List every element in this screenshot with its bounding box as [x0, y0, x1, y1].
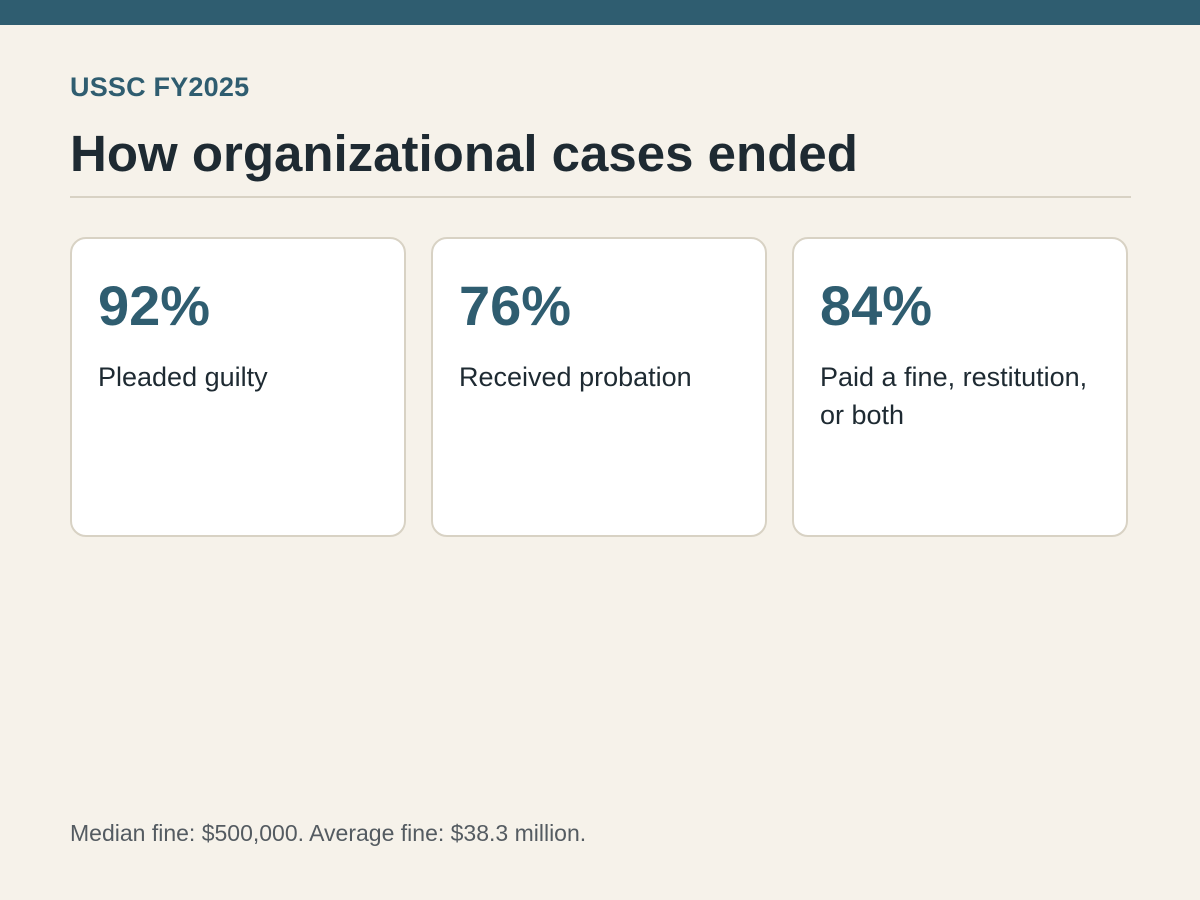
stat-value: 84% — [820, 274, 933, 337]
stat-card-pleaded-guilty: 92% Pleaded guilty — [70, 237, 406, 537]
stat-label: Paid a fine, restitution, or both — [820, 362, 1088, 430]
stat-value: 76% — [459, 274, 572, 337]
stat-label: Pleaded guilty — [98, 362, 268, 392]
stat-card-received-probation: 76% Received probation — [431, 237, 767, 537]
stat-card-paid-fine: 84% Paid a fine, restitution, or both — [792, 237, 1128, 537]
stat-value: 92% — [98, 274, 211, 337]
stat-label: Received probation — [459, 362, 692, 392]
title-divider — [70, 196, 1131, 198]
eyebrow-label: USSC FY2025 — [70, 72, 250, 102]
footnote: Median fine: $500,000. Average fine: $38… — [70, 820, 587, 846]
top-accent-bar — [0, 0, 1200, 25]
page-title: How organizational cases ended — [70, 125, 858, 182]
stat-cards: 92% Pleaded guilty 76% Received probatio… — [70, 237, 1130, 537]
